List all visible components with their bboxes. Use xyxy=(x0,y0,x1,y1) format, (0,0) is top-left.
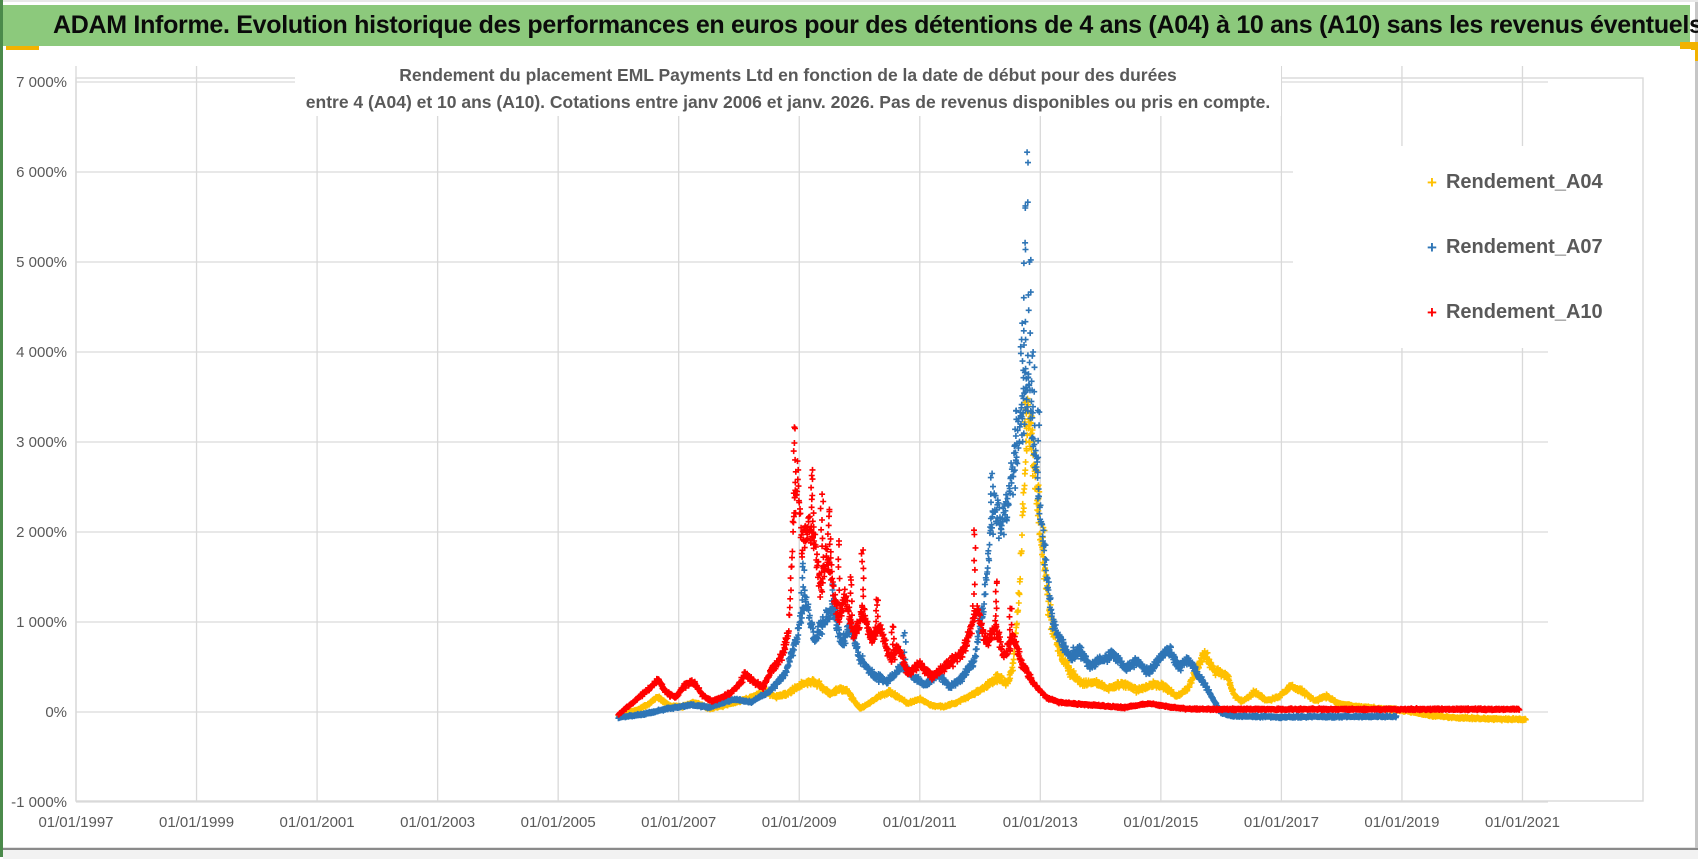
y-tick-label: 1 000% xyxy=(16,614,67,631)
x-tick-label: 01/01/2015 xyxy=(1123,814,1198,831)
x-tick-label: 01/01/2009 xyxy=(762,814,837,831)
x-tick-label: 01/01/2021 xyxy=(1485,814,1560,831)
legend-item-rendement-a07[interactable]: + Rendement_A07 xyxy=(1293,219,1603,275)
legend-item-rendement-a10[interactable]: + Rendement_A10 xyxy=(1293,284,1603,340)
window-bottom-edge xyxy=(3,848,1698,859)
y-tick-label: -1 000% xyxy=(11,794,67,811)
selection-handle-top-right-h[interactable] xyxy=(1680,42,1698,49)
chart-area[interactable]: -1 000% 0% 1 000% 2 000% 3 000% 4 000% 5 000% 6… xyxy=(3,50,1695,848)
window-top-edge xyxy=(3,0,1698,2)
y-tick-label: 6 000% xyxy=(16,164,67,181)
page-title: ADAM Informe. Evolution historique des p… xyxy=(53,11,1698,39)
x-tick-label: 01/01/1997 xyxy=(38,814,113,831)
selection-handle-top-left[interactable] xyxy=(6,46,39,52)
series-rendement-a10[interactable] xyxy=(615,424,1523,718)
series-rendement-a07[interactable] xyxy=(615,149,1400,722)
chart-title[interactable]: Rendement du placement EML Payments Ltd … xyxy=(295,62,1281,116)
y-tick-label: 5 000% xyxy=(16,254,67,271)
plus-marker-icon: + xyxy=(1427,237,1437,257)
y-tick-label: 7 000% xyxy=(16,74,67,91)
legend-item-rendement-a04[interactable]: + Rendement_A04 xyxy=(1293,154,1603,210)
legend-label: Rendement_A04 xyxy=(1445,170,1603,193)
x-tick-label: 01/01/2007 xyxy=(641,814,716,831)
legend: + Rendement_A04 + Rendement_A07 + Rendem… xyxy=(1293,146,1603,348)
plus-marker-icon: + xyxy=(1427,172,1437,192)
x-tick-label: 01/01/2017 xyxy=(1244,814,1319,831)
x-tick-label: 01/01/2013 xyxy=(1003,814,1078,831)
x-tick-label: 01/01/1999 xyxy=(159,814,234,831)
x-tick-label: 01/01/2011 xyxy=(883,814,957,831)
x-tick-label: 01/01/2019 xyxy=(1364,814,1439,831)
y-tick-label: 0% xyxy=(45,704,67,721)
y-tick-label: 2 000% xyxy=(16,524,67,541)
series-rendement-a04[interactable] xyxy=(615,395,1529,724)
legend-label: Rendement_A10 xyxy=(1445,300,1603,323)
x-tick-label: 01/01/2005 xyxy=(521,814,596,831)
x-tick-label: 01/01/2003 xyxy=(400,814,475,831)
y-tick-label: 3 000% xyxy=(16,434,67,451)
header-bar: ADAM Informe. Evolution historique des p… xyxy=(3,5,1698,46)
x-tick-label: 01/01/2001 xyxy=(280,814,355,831)
legend-label: Rendement_A07 xyxy=(1445,235,1603,258)
chart-title-line-1: Rendement du placement EML Payments Ltd … xyxy=(399,65,1177,85)
chart-title-line-2: entre 4 (A04) et 10 ans (A10). Cotations… xyxy=(305,92,1271,112)
y-tick-label: 4 000% xyxy=(16,344,67,361)
plus-marker-icon: + xyxy=(1427,302,1437,322)
